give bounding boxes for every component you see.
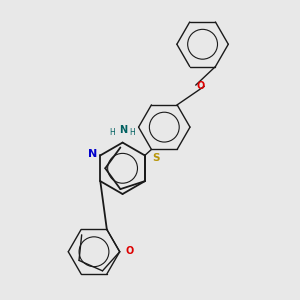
Text: O: O — [126, 246, 134, 256]
Text: H: H — [129, 128, 135, 137]
Text: N: N — [88, 149, 97, 159]
Text: O: O — [196, 81, 204, 91]
Text: S: S — [152, 153, 160, 163]
Text: H: H — [110, 128, 115, 137]
Text: N: N — [119, 124, 127, 135]
